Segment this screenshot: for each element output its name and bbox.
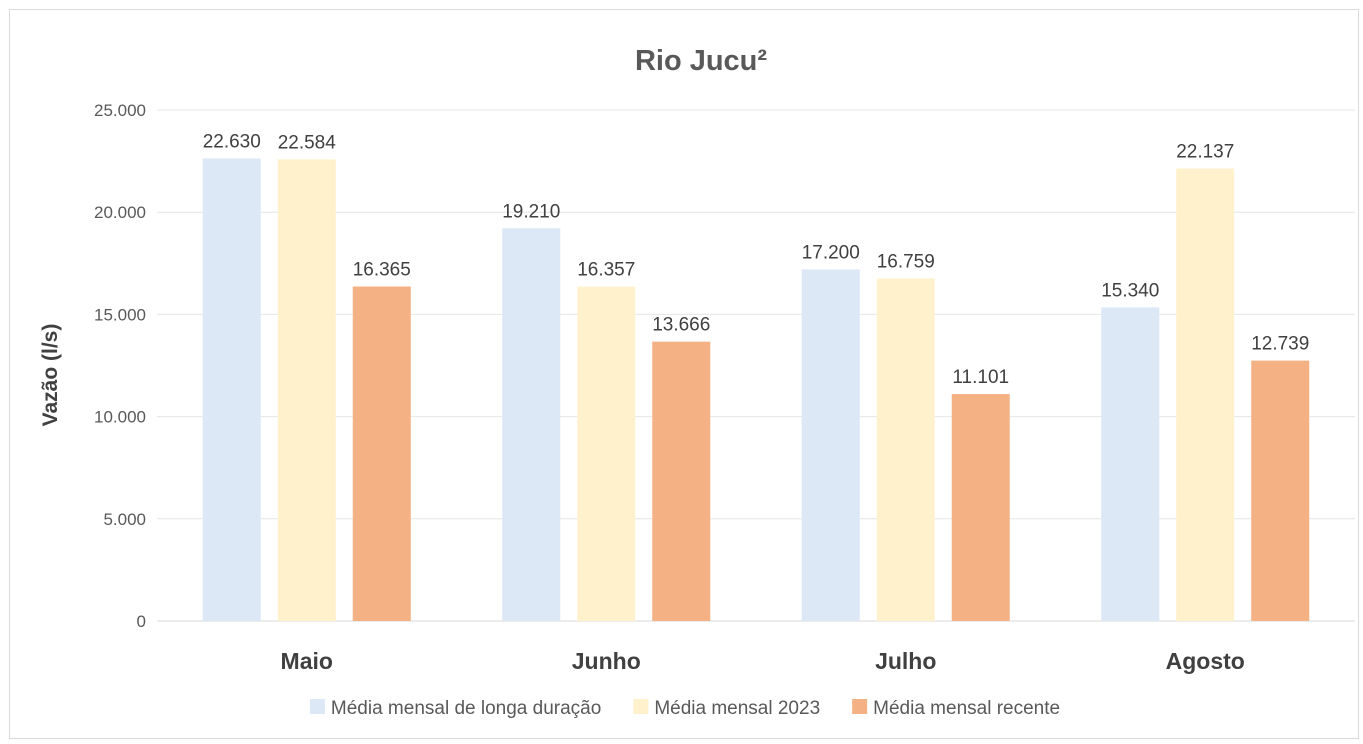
x-axis-ticks: Maio Junho Julho Agosto [281, 648, 1245, 674]
bar [352, 286, 411, 621]
data-label: 12.739 [1251, 334, 1309, 355]
data-label: 16.357 [577, 260, 635, 281]
y-tick-label: 5.000 [103, 510, 146, 529]
legend-item: Média mensal 2023 [633, 698, 820, 719]
legend: Média mensal de longa duração Média mensa… [309, 698, 1060, 719]
legend-label: Média mensal 2023 [654, 698, 820, 719]
data-label: 16.365 [353, 259, 411, 280]
bars [202, 158, 1310, 621]
bar [502, 228, 561, 621]
bar-chart: Rio Jucu² Vazão (l/s) 0 5.000 10.000 15.000… [39, 45, 1355, 719]
legend-item: Média mensal de longa duração [309, 698, 601, 719]
bar [202, 158, 261, 621]
gridlines [157, 109, 1355, 622]
y-axis-label: Vazão (l/s) [39, 324, 62, 427]
data-label: 17.200 [802, 242, 860, 263]
x-tick-label: Julho [875, 648, 936, 674]
x-tick-label: Junho [572, 648, 641, 674]
x-tick-label: Maio [281, 648, 333, 674]
legend-label: Média mensal recente [873, 698, 1060, 719]
legend-swatch [633, 699, 649, 714]
data-label: 13.666 [652, 315, 710, 336]
y-tick-label: 20.000 [94, 203, 146, 222]
bar [577, 286, 636, 621]
bar [876, 278, 935, 621]
data-label: 19.210 [502, 201, 560, 222]
data-labels: 22.630 22.584 16.365 19.210 16.357 13.666 17.2… [203, 131, 1310, 388]
y-tick-label: 10.000 [94, 408, 146, 427]
legend-swatch [309, 699, 325, 714]
legend-item: Média mensal recente [852, 698, 1060, 719]
data-label: 16.759 [877, 251, 935, 272]
y-tick-label: 0 [137, 612, 146, 631]
y-tick-label: 15.000 [94, 305, 146, 324]
legend-swatch [852, 699, 868, 714]
bar [801, 269, 860, 621]
y-tick-label: 25.000 [94, 101, 146, 120]
bar [277, 159, 336, 621]
y-axis-ticks: 0 5.000 10.000 15.000 20.000 25.000 [94, 101, 146, 631]
bar [1101, 307, 1160, 621]
chart-title: Rio Jucu² [635, 45, 767, 77]
legend-label: Média mensal de longa duração [331, 698, 601, 719]
bar [1176, 168, 1235, 621]
data-label: 22.584 [278, 132, 337, 153]
bar [652, 341, 711, 621]
bar [1251, 360, 1310, 621]
data-label: 22.630 [203, 131, 261, 152]
data-label: 11.101 [952, 367, 1009, 388]
bar [951, 394, 1010, 621]
x-tick-label: Agosto [1166, 648, 1245, 674]
data-label: 22.137 [1176, 142, 1234, 163]
data-label: 15.340 [1101, 280, 1159, 301]
chart-frame: Rio Jucu² Vazão (l/s) 0 5.000 10.000 15.000… [9, 9, 1359, 739]
